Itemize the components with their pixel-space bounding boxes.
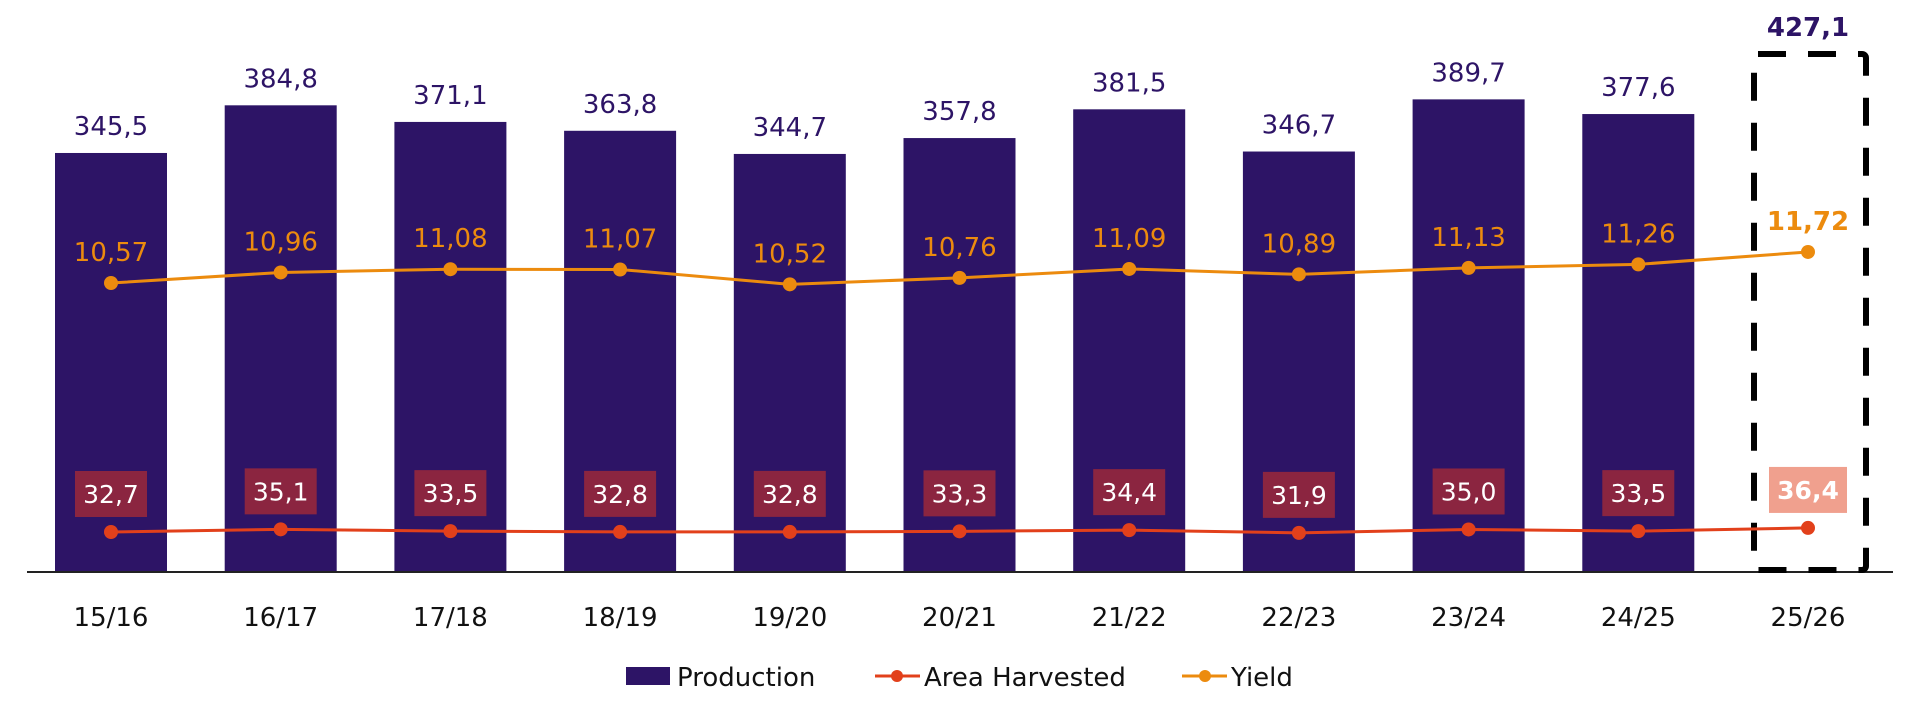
area-harvested-point [1461,522,1476,537]
production-data-label: 357,8 [922,97,996,127]
legend-marker-yield [1199,670,1211,682]
area-harvested-label-box [414,470,487,517]
area-harvested-point [443,524,458,539]
area-harvested-data-label: 31,9 [1271,481,1327,510]
area-harvested-label-box [923,470,996,517]
legend-label-production: Production [677,663,815,693]
x-axis-tick-label: 19/20 [752,603,827,633]
production-data-label: 363,8 [583,90,657,120]
yield-data-label: 11,13 [1431,223,1505,253]
yield-data-label: 10,96 [243,227,317,257]
yield-point [613,262,628,277]
yield-point [1801,244,1815,259]
x-axis-tick-label: 16/17 [243,603,318,633]
x-axis-tick-label: 21/22 [1092,603,1167,633]
area-harvested-point [782,524,797,539]
yield-point [273,265,288,280]
yield-data-label: 10,57 [74,238,148,268]
x-axis-tick-label: 25/26 [1771,603,1846,633]
legend-label-area-harvested: Area Harvested [924,663,1126,693]
production-data-label: 344,7 [753,113,827,143]
area-harvested-label-box [1769,466,1847,513]
production-data-label: 377,6 [1601,73,1675,103]
yield-data-label: 11,07 [583,225,657,255]
yield-data-label: 11,72 [1767,207,1849,237]
x-axis-tick-label: 17/18 [413,603,488,633]
production-data-label: 389,7 [1431,58,1505,88]
production-data-label: 371,1 [413,81,487,111]
area-harvested-label-box [1432,468,1505,515]
yield-point [1291,267,1306,282]
area-harvested-data-label: 33,5 [1610,479,1666,508]
area-harvested-label-box [1602,470,1675,517]
yield-point [1461,260,1476,275]
area-harvested-data-label: 33,5 [423,479,479,508]
area-harvested-point [1291,525,1306,540]
area-harvested-label-box [1093,469,1166,516]
yield-point [782,277,797,292]
x-axis-tick-label: 18/19 [583,603,658,633]
area-harvested-point [952,524,967,539]
area-harvested-data-label: 32,8 [762,480,818,509]
area-harvested-label-box [753,470,826,517]
area-harvested-label-box [244,468,317,515]
area-harvested-point [1801,520,1815,535]
x-axis-tick-label: 15/16 [74,603,149,633]
x-axis-tick-label: 20/21 [922,603,997,633]
yield-data-label: 11,09 [1092,224,1166,254]
x-axis-tick-labels: 15/16 16/17 17/18 18/19 19/20 20/21 21/22 22/23… [74,603,1846,633]
production-data-label: 427,1 [1767,13,1849,43]
highlight-dashed-rect [1751,51,1869,573]
yield-series: 10,57 10,96 11,08 11,07 10,52 10,76 11,09 10,89… [74,207,1849,292]
area-harvested-label-box [584,470,657,517]
x-axis-tick-label: 22/23 [1261,603,1336,633]
area-harvested-label-box [1262,471,1335,518]
x-axis-tick-label: 24/25 [1601,603,1676,633]
yield-point [104,276,118,290]
area-harvested-data-label: 32,8 [592,480,648,509]
forecast-highlight-box [1751,51,1869,573]
production-data-label: 345,5 [74,112,148,142]
yield-data-label: 10,52 [753,239,827,269]
yield-point [443,262,458,277]
area-harvested-point [1122,523,1137,538]
area-harvested-data-label: 35,0 [1441,477,1497,506]
yield-point [1122,261,1137,276]
production-data-label: 346,7 [1262,111,1336,141]
area-harvested-data-label: 33,3 [932,479,988,508]
yield-point [1631,257,1646,272]
legend: Production Area Harvested Yield [626,663,1293,693]
area-harvested-data-label: 35,1 [253,477,309,506]
x-axis-tick-label: 23/24 [1431,603,1506,633]
area-harvested-point [1631,524,1646,539]
area-harvested-data-label: 32,7 [83,480,139,509]
area-harvested-point [104,525,118,539]
production-data-label: 381,5 [1092,68,1166,98]
area-harvested-data-label: 34,4 [1101,478,1157,507]
yield-data-label: 10,89 [1262,229,1336,259]
area-harvested-series: 32,7 35,1 33,5 32,8 32,8 33,3 34,4 31,9 35,0 33,5… [75,466,1847,540]
area-harvested-data-label: 36,4 [1777,476,1839,505]
area-harvested-point [613,524,628,539]
legend-label-yield: Yield [1230,663,1293,693]
production-data-label: 384,8 [243,64,317,94]
yield-data-label: 11,08 [413,224,487,254]
yield-data-label: 10,76 [922,233,996,263]
yield-data-label: 11,26 [1601,219,1675,249]
yield-point [952,270,967,285]
area-harvested-point [273,522,288,537]
area-harvested-label-box [75,471,147,517]
legend-marker-area-harvested [891,670,903,682]
legend-swatch-production [626,667,670,685]
